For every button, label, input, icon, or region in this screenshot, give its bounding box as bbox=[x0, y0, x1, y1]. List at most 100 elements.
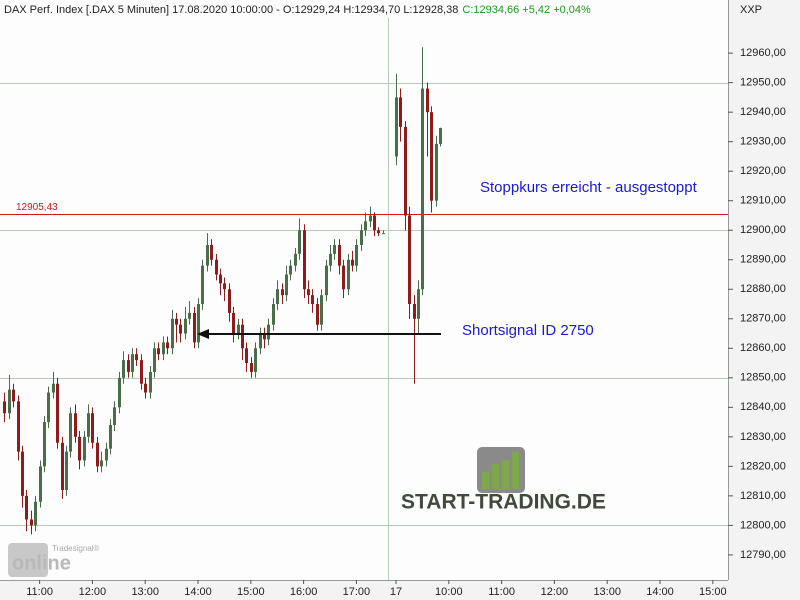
x-tick-label: 11:00 bbox=[488, 586, 515, 598]
x-tick-label: 13:00 bbox=[593, 586, 621, 598]
y-tick-label: 12870,00 bbox=[740, 313, 786, 325]
candle-body bbox=[333, 244, 336, 254]
candle-body bbox=[100, 460, 103, 467]
candle-body bbox=[289, 265, 292, 275]
candle-body bbox=[298, 230, 301, 254]
candle-body bbox=[259, 333, 262, 349]
watermark-text: online bbox=[12, 552, 71, 574]
candle-body bbox=[135, 354, 138, 361]
watermark: Tradesignal® online bbox=[8, 543, 100, 577]
candle-body bbox=[303, 230, 306, 290]
candle-body bbox=[272, 304, 275, 325]
y-tick-label: 12890,00 bbox=[740, 254, 786, 266]
candle-body bbox=[21, 451, 24, 496]
y-tick-label: 12860,00 bbox=[740, 342, 786, 354]
candle-body bbox=[285, 274, 288, 296]
candle-body bbox=[47, 392, 50, 423]
candle-body bbox=[369, 215, 372, 222]
candle-body bbox=[188, 312, 191, 319]
logo: START-TRADING.DE bbox=[401, 447, 606, 514]
candle-body bbox=[215, 259, 218, 275]
candle-body bbox=[382, 233, 385, 235]
candle-body bbox=[166, 342, 169, 349]
candle-body bbox=[175, 318, 178, 325]
candle-body bbox=[364, 221, 367, 231]
candle-body bbox=[74, 413, 77, 437]
candle-body bbox=[232, 312, 235, 334]
candle-body bbox=[162, 342, 165, 355]
candle-body bbox=[56, 383, 59, 443]
x-tick-label: 17 bbox=[390, 586, 402, 598]
y-tick-label: 12790,00 bbox=[740, 549, 786, 561]
candle-body bbox=[373, 215, 376, 231]
candle-body bbox=[329, 253, 332, 266]
x-tick-label: 10:00 bbox=[435, 586, 463, 598]
candle-body bbox=[404, 126, 407, 216]
x-tick-label: 16:00 bbox=[290, 586, 318, 598]
candle-body bbox=[184, 318, 187, 334]
candle-body bbox=[179, 324, 182, 334]
x-tick-label: 12:00 bbox=[541, 586, 569, 598]
candle-body bbox=[263, 333, 266, 340]
x-tick-label: 15:00 bbox=[699, 586, 727, 598]
signal-arrow bbox=[197, 329, 441, 339]
candle-body bbox=[351, 259, 354, 266]
x-tick-label: 17:00 bbox=[343, 586, 371, 598]
x-tick-label: 14:00 bbox=[184, 586, 212, 598]
candle-body bbox=[131, 354, 134, 372]
y-tick-label: 12810,00 bbox=[740, 490, 786, 502]
candle-body bbox=[149, 371, 152, 393]
y-tick-label: 12940,00 bbox=[740, 106, 786, 118]
logo-bar bbox=[512, 452, 519, 489]
candle-body bbox=[153, 348, 156, 372]
candle-body bbox=[360, 230, 363, 245]
candle-body bbox=[342, 265, 345, 290]
candle-body bbox=[245, 348, 248, 364]
logo-bar bbox=[482, 472, 489, 489]
candle-body bbox=[237, 324, 240, 334]
candle-body bbox=[83, 436, 86, 461]
candle-body bbox=[435, 143, 438, 201]
y-tick-label: 12830,00 bbox=[740, 431, 786, 443]
candle-body bbox=[281, 289, 284, 296]
watermark-box bbox=[8, 543, 48, 577]
candle-body bbox=[219, 274, 222, 284]
candle-body bbox=[96, 442, 99, 467]
candle-body bbox=[140, 360, 143, 384]
candle-body bbox=[30, 519, 33, 526]
candle-body bbox=[61, 442, 64, 490]
candle-body bbox=[307, 289, 310, 296]
candle-body bbox=[338, 244, 341, 266]
candle-body bbox=[109, 425, 112, 449]
plot-area bbox=[0, 0, 728, 580]
candle-body bbox=[320, 295, 323, 325]
candle-body bbox=[127, 360, 130, 372]
candle-body bbox=[294, 253, 297, 266]
price-change: C:12934,66 +5,42 +0,04% bbox=[462, 4, 591, 16]
x-tick-label: 11:00 bbox=[26, 586, 53, 598]
y-tick-label: 12960,00 bbox=[740, 47, 786, 59]
y-tick-label: 12840,00 bbox=[740, 401, 786, 413]
candle-body bbox=[78, 436, 81, 461]
chart-title: DAX Perf. Index [.DAX 5 Minuten] 17.08.2… bbox=[4, 4, 458, 16]
candle-body bbox=[347, 259, 350, 290]
candle-body bbox=[241, 324, 244, 349]
candle-body bbox=[34, 501, 37, 526]
x-tick-label: 15:00 bbox=[237, 586, 265, 598]
y-tick-label: 12850,00 bbox=[740, 372, 786, 384]
arrow-head bbox=[197, 329, 209, 339]
y-tick-label: 12930,00 bbox=[740, 136, 786, 148]
logo-bar bbox=[502, 460, 509, 489]
candle-body bbox=[408, 215, 411, 305]
candle-body bbox=[91, 413, 94, 443]
y-tick-label: 12910,00 bbox=[740, 195, 786, 207]
candle-body bbox=[399, 97, 402, 127]
candle-body bbox=[223, 283, 226, 290]
logo-text: START-TRADING.DE bbox=[401, 491, 606, 514]
candle-body bbox=[8, 389, 11, 414]
candle-body bbox=[43, 422, 46, 467]
candle-body bbox=[377, 230, 380, 234]
candle-body bbox=[417, 289, 420, 319]
y-tick-label: 12920,00 bbox=[740, 165, 786, 177]
